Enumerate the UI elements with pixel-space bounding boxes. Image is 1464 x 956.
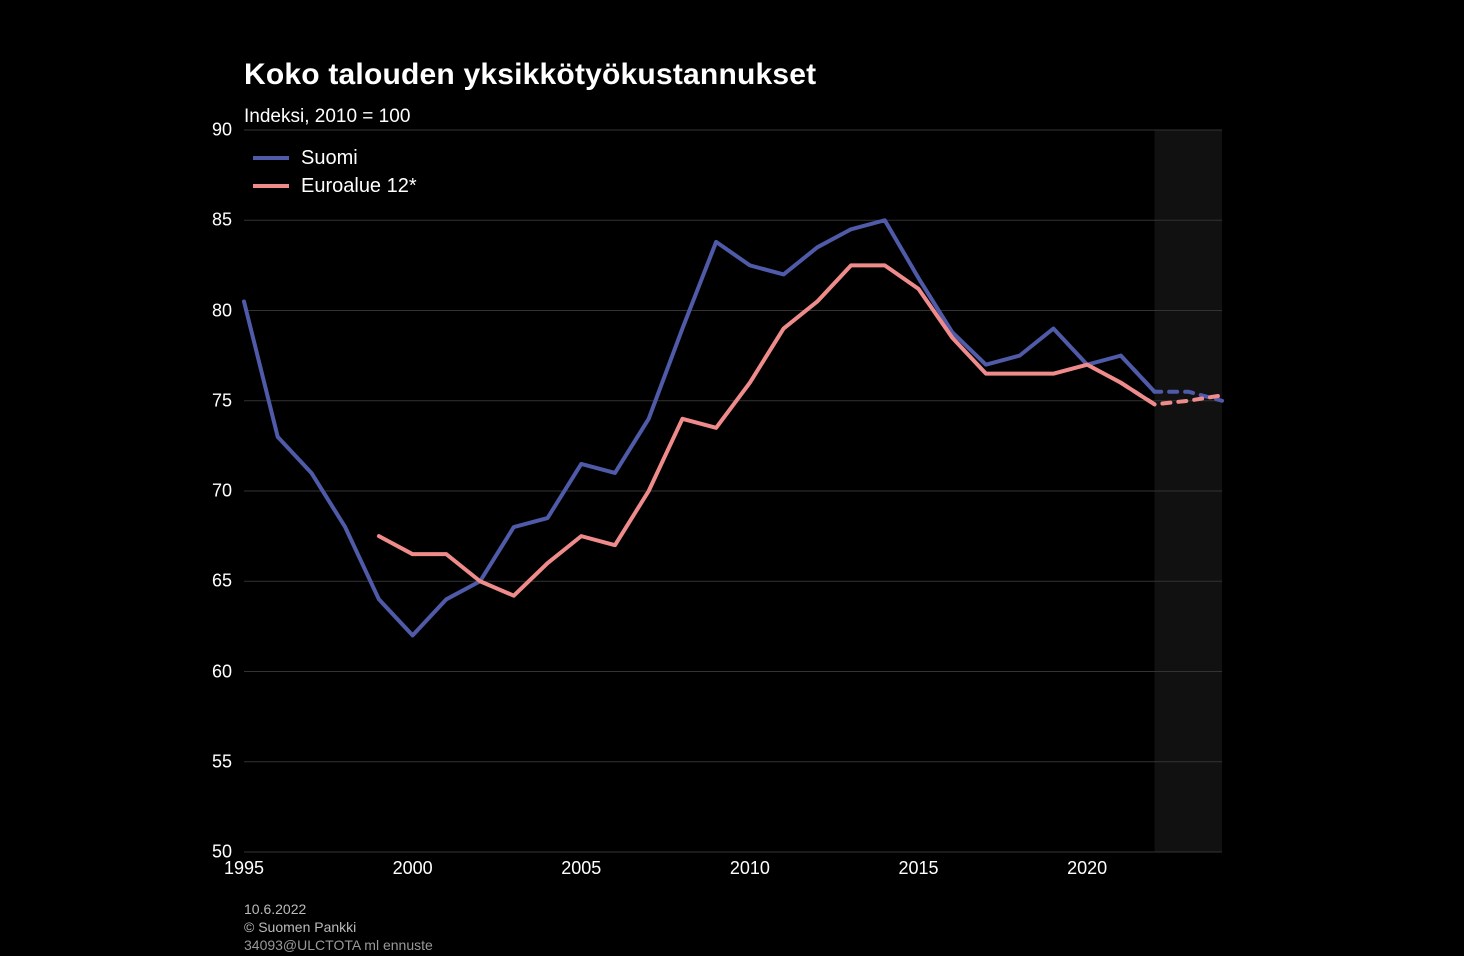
footer-code: 34093@ULCTOTA ml ennuste — [244, 936, 433, 954]
y-axis-label: Indeksi, 2010 = 100 — [244, 106, 410, 128]
y-tick-label: 70 — [192, 481, 232, 502]
x-tick-label: 1995 — [224, 858, 264, 879]
x-tick-label: 2010 — [730, 858, 770, 879]
y-tick-label: 80 — [192, 300, 232, 321]
x-tick-label: 2005 — [561, 858, 601, 879]
gridlines — [244, 130, 1222, 852]
y-tick-label: 90 — [192, 120, 232, 141]
series-line — [244, 220, 1155, 635]
plot-area — [244, 130, 1222, 852]
y-tick-label: 75 — [192, 390, 232, 411]
y-tick-label: 65 — [192, 571, 232, 592]
y-tick-label: 85 — [192, 210, 232, 231]
chart-svg — [244, 130, 1222, 852]
series-lines — [244, 220, 1222, 635]
x-tick-label: 2015 — [898, 858, 938, 879]
chart-footer: 10.6.2022 © Suomen Pankki 34093@ULCTOTA … — [244, 900, 433, 954]
y-tick-label: 55 — [192, 751, 232, 772]
y-tick-label: 60 — [192, 661, 232, 682]
chart-container: Koko talouden yksikkötyökustannukset Ind… — [0, 0, 1464, 956]
footer-date: 10.6.2022 — [244, 900, 433, 918]
series-line — [379, 265, 1155, 595]
footer-copyright: © Suomen Pankki — [244, 918, 433, 936]
x-tick-label: 2000 — [393, 858, 433, 879]
x-tick-label: 2020 — [1067, 858, 1107, 879]
chart-title: Koko talouden yksikkötyökustannukset — [244, 58, 816, 92]
